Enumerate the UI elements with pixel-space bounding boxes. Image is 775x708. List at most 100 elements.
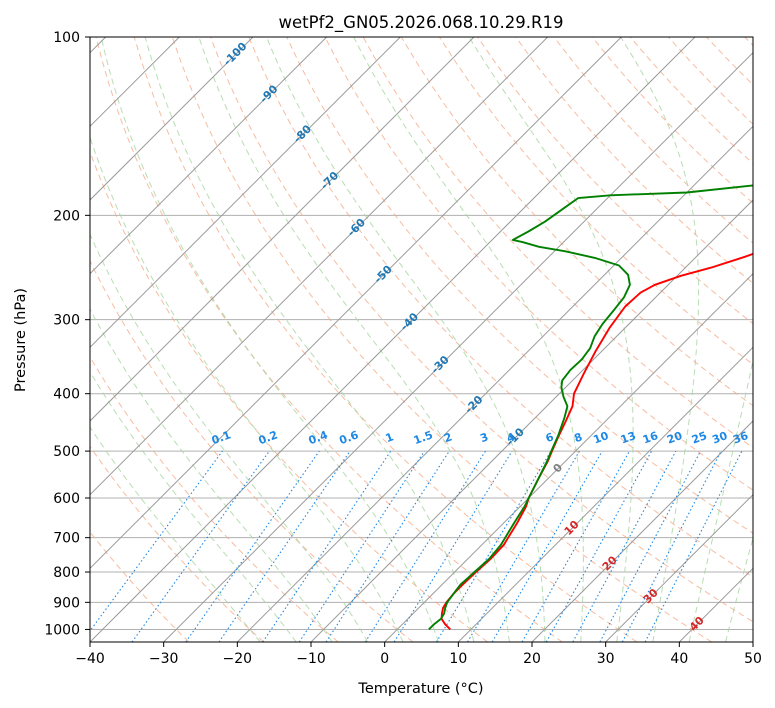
moist-adiabats [90, 37, 753, 642]
y-axis-title: Pressure (hPa) [13, 288, 29, 392]
pressure-gridlines [90, 37, 753, 630]
y-tick-label: 700 [53, 531, 80, 547]
mixing-ratio-line [393, 450, 513, 642]
mixing-ratio-label: 25 [690, 429, 709, 446]
moist-adiabat-line [265, 37, 546, 642]
x-axis-title: Temperature (°C) [357, 681, 483, 697]
y-tick-label: 100 [53, 30, 80, 46]
mixing-ratio-label: 0.1 [210, 428, 233, 447]
dry-adiabat-line [324, 37, 753, 491]
mixing-ratio-line [545, 450, 653, 642]
moist-adiabat-line [90, 135, 404, 642]
dry-adiabat-line [90, 259, 414, 642]
mixing-ratio-labels: 0.1 0.2 0.4 0.6 1 1.5 2 3 4 6 8 10 13 16 20 25 30 36 [210, 428, 750, 447]
dry-adiabat-line [286, 37, 753, 534]
isotherm-line [90, 37, 254, 201]
chart-title: wetPf2_GN05.2026.068.10.29.R19 [279, 13, 564, 33]
mixing-ratio-label: 1 [384, 430, 396, 445]
x-tick-label: −30 [149, 651, 179, 667]
mixing-ratio-line [364, 450, 486, 642]
mixing-ratio-line [467, 450, 580, 642]
dry-adiabat-line [210, 37, 753, 623]
isotherm-line [90, 37, 475, 422]
mixing-ratio-label: 3 [478, 430, 490, 445]
moist-adiabat-line [144, 37, 475, 642]
y-axis-ticks: 1000 900 800 700 600 500 400 300 200 100 [44, 30, 90, 638]
mixing-ratio-line [435, 450, 552, 642]
dry-adiabat-line [90, 356, 339, 642]
y-tick-label: 300 [53, 313, 80, 329]
mixing-ratio-lines [90, 450, 743, 642]
y-tick-label: 200 [53, 208, 80, 224]
y-tick-label: 1000 [44, 622, 80, 638]
x-tick-label: 10 [449, 651, 467, 667]
x-tick-label: 40 [670, 651, 688, 667]
isotherm-line [384, 272, 753, 642]
mixing-ratio-label: 16 [641, 429, 660, 447]
mixing-ratio-label: 30 [710, 429, 729, 447]
mixing-ratio-line [521, 450, 630, 642]
x-tick-label: −10 [296, 651, 326, 667]
dry-adiabat-line [171, 37, 712, 642]
x-axis-ticks: −40 −30 −20 −10 0 10 20 30 40 50 [75, 642, 762, 667]
isotherm-line [90, 37, 549, 496]
isotherm-line [90, 37, 401, 349]
dry-adiabat-line [90, 445, 264, 642]
x-tick-label: 0 [380, 651, 389, 667]
moist-adiabat-line [90, 233, 369, 642]
y-tick-label: 800 [53, 565, 80, 581]
plot-background [90, 37, 753, 642]
moist-adiabat-line [688, 358, 753, 642]
dry-adiabat-line [133, 37, 638, 642]
dry-adiabat-line [515, 37, 753, 284]
mixing-ratio-label: 1.5 [412, 428, 435, 447]
mixing-ratio-label: 0.6 [338, 428, 361, 447]
mixing-ratio-label: 13 [619, 429, 638, 446]
sounding-traces [428, 184, 753, 631]
moist-adiabat-line [90, 370, 297, 642]
mixing-ratio-label: 2 [442, 430, 454, 445]
x-tick-label: 50 [744, 651, 762, 667]
isotherm-line [310, 199, 753, 642]
isotherm-line [605, 493, 753, 642]
mixing-ratio-line [218, 450, 351, 642]
dry-adiabats [90, 37, 753, 642]
mixing-ratio-label: 4 [505, 430, 517, 445]
y-tick-label: 500 [53, 444, 80, 460]
plot-frame [89, 36, 754, 643]
y-tick-label: 600 [53, 491, 80, 507]
x-tick-label: 30 [597, 651, 615, 667]
mixing-ratio-label: 10 [592, 429, 611, 447]
mixing-ratio-line [491, 450, 603, 642]
moist-adiabat-line [100, 37, 439, 642]
y-tick-label: 400 [53, 387, 80, 403]
isotherm-line [90, 37, 328, 275]
moist-adiabat-line [90, 426, 261, 642]
moist-adiabat-line [468, 37, 634, 642]
isotherm-line [457, 346, 753, 642]
mixing-ratio-line [185, 450, 320, 642]
dry-adiabat-line [95, 37, 563, 642]
mixing-ratio-label: 0.2 [257, 428, 280, 447]
moist-adiabat-line [620, 37, 700, 642]
mixing-ratio-line [325, 450, 450, 642]
temperature-trace [440, 252, 753, 631]
isotherm-line [90, 37, 622, 570]
mixing-ratio-label: 6 [544, 430, 556, 445]
x-tick-label: 20 [523, 651, 541, 667]
mixing-ratio-label: 8 [572, 430, 584, 445]
mixing-ratio-label: 20 [665, 429, 684, 447]
isotherm-line [90, 37, 696, 642]
skewed-isotherms [90, 37, 753, 642]
moist-adiabat-line [198, 37, 510, 642]
moist-adiabat-line [353, 37, 584, 642]
isotherm-line [236, 125, 753, 642]
isotherm-line [163, 51, 753, 642]
mixing-ratio-label: 0.4 [307, 428, 330, 447]
dry-adiabat-line [248, 37, 753, 578]
moist-adiabat-line [90, 308, 333, 642]
mixing-ratio-line [572, 450, 677, 642]
moist-adiabat-line [725, 536, 753, 642]
mixing-ratio-label: 36 [731, 429, 750, 447]
